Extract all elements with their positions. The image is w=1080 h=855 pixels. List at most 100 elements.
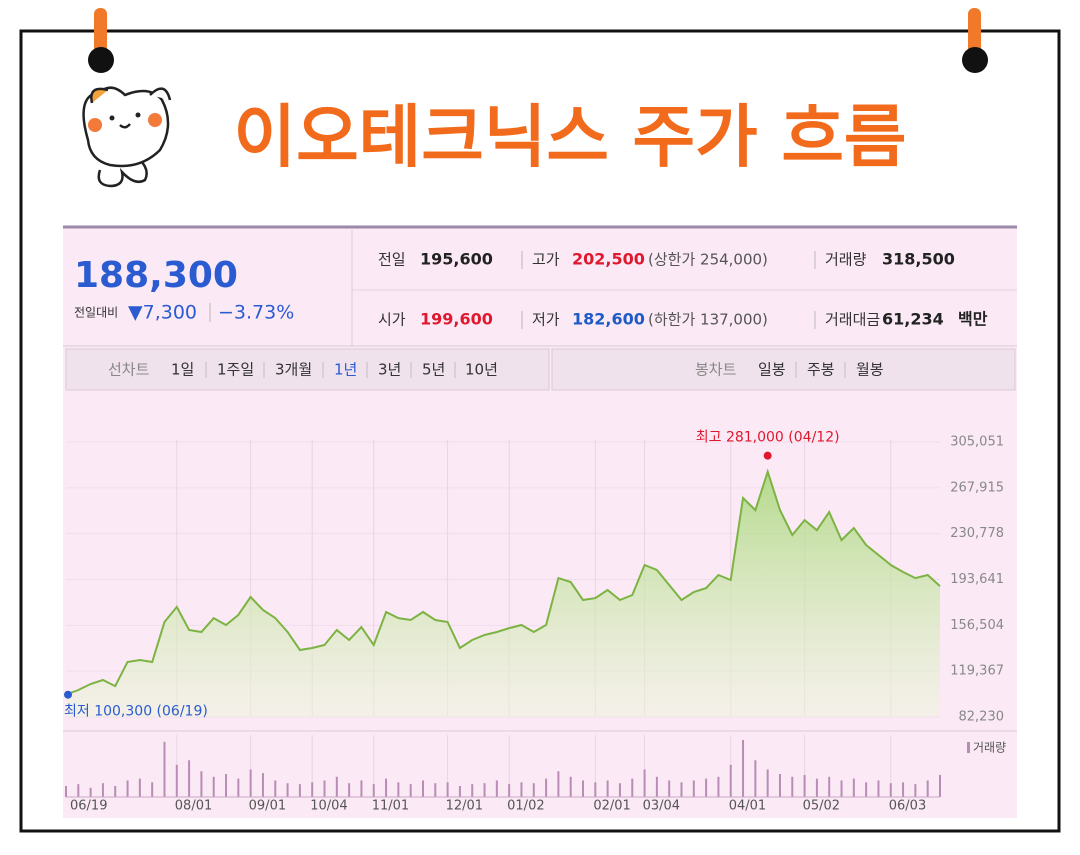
volume-bar	[298, 784, 301, 797]
change: ▼7,300	[128, 302, 197, 324]
volume-bar	[889, 783, 892, 797]
y-tick-label: 230,778	[950, 526, 1004, 541]
volume-bar	[865, 782, 868, 797]
volume-bar	[778, 774, 781, 797]
volume-bar	[409, 784, 412, 797]
volume-bar	[101, 783, 104, 797]
period-tab[interactable]: 1주일	[217, 361, 254, 379]
period-tab[interactable]: 1년	[334, 361, 357, 379]
volume-bar	[791, 776, 794, 797]
volume-bar	[803, 774, 806, 797]
item-value: 182,600	[572, 310, 645, 329]
volume-bar	[705, 778, 708, 797]
volume-bar	[643, 769, 646, 797]
x-tick-label: 12/01	[446, 799, 483, 814]
x-tick-label: 08/01	[175, 799, 212, 814]
volume-bar	[828, 776, 831, 797]
period-tab[interactable]: 3개월	[275, 361, 312, 379]
volume-bar	[286, 783, 289, 797]
y-tick-label: 267,915	[950, 480, 1004, 495]
volume-bar	[89, 787, 92, 797]
volume-bar	[618, 783, 621, 797]
period-tab[interactable]: 5년	[422, 361, 445, 379]
volume-bar	[655, 776, 658, 797]
y-tick-label: 193,641	[950, 572, 1004, 587]
volume-bar	[766, 769, 769, 797]
y-tick-label: 82,230	[959, 710, 1005, 725]
volume-bar	[126, 780, 129, 797]
candle-tab[interactable]: 월봉	[856, 361, 884, 379]
volume-bar	[668, 780, 671, 797]
volume-bar	[582, 780, 585, 797]
x-tick-label: 10/04	[310, 799, 347, 814]
item-value: 195,600	[420, 250, 493, 269]
volume-bar	[397, 782, 400, 797]
volume-bar	[114, 785, 117, 797]
change-percent: −3.73%	[218, 302, 294, 324]
period-tab[interactable]: 10년	[465, 361, 498, 379]
volume-bar	[200, 771, 203, 797]
volume-bar	[151, 782, 154, 797]
volume-bar	[914, 784, 917, 797]
item-value: 199,600	[420, 310, 493, 329]
volume-bar	[261, 773, 264, 797]
volume-bar	[77, 784, 80, 797]
x-tick-label: 05/02	[803, 799, 840, 814]
tab-separators	[205, 362, 846, 378]
tab-group-label: 선차트	[108, 361, 150, 379]
item-value: 318,500	[882, 250, 955, 269]
volume-bar	[545, 778, 548, 797]
item-label: 거래량	[825, 251, 867, 269]
volume-bar	[274, 780, 277, 797]
volume-bar	[175, 764, 178, 797]
volume-bar	[348, 783, 351, 797]
volume-bar	[65, 785, 67, 797]
period-tab[interactable]: 1일	[171, 361, 194, 379]
item-note: (상한가 254,000)	[648, 251, 768, 269]
tab-bar	[551, 348, 1016, 391]
volume-bar	[323, 780, 326, 797]
volume-bar	[372, 784, 375, 797]
x-tick-label: 06/03	[889, 799, 926, 814]
volume-bar	[237, 778, 240, 797]
item-label: 거래대금	[825, 311, 880, 329]
volume-bar	[458, 785, 461, 797]
item-label: 전일	[378, 251, 406, 269]
tab-group-label: 봉차트	[695, 361, 737, 379]
item-label: 고가	[532, 251, 560, 269]
volume-bar	[840, 780, 843, 797]
volume-bar	[692, 780, 695, 797]
volume-bar	[902, 782, 905, 797]
period-tab[interactable]: 3년	[378, 361, 401, 379]
max-label: 최고 281,000 (04/12)	[696, 430, 840, 446]
volume-bar	[508, 784, 511, 797]
volume-bar	[471, 784, 474, 797]
volume-bar	[188, 760, 191, 797]
volume-bar	[434, 783, 437, 797]
item-value: 61,234	[882, 310, 944, 329]
volume-bar	[606, 780, 609, 797]
volume-bar	[483, 783, 486, 797]
legend-swatch	[967, 742, 970, 753]
volume-bar	[311, 782, 314, 797]
volume-bar	[754, 760, 757, 797]
item-note: (하한가 137,000)	[648, 311, 768, 329]
max-marker	[763, 451, 772, 460]
x-tick-label: 06/19	[70, 799, 107, 814]
volume-bar	[138, 778, 141, 797]
volume-bar	[594, 782, 597, 797]
candle-tab[interactable]: 주봉	[807, 361, 835, 379]
change-label: 전일대비	[74, 306, 118, 320]
x-tick-label: 04/01	[729, 799, 766, 814]
volume-bar	[852, 778, 855, 797]
x-tick-label: 11/01	[372, 799, 409, 814]
area-fill	[66, 471, 940, 717]
candle-tab[interactable]: 일봉	[758, 361, 786, 379]
volume-bar	[939, 774, 941, 797]
volume-bar	[631, 778, 634, 797]
x-tick-label: 01/02	[507, 799, 544, 814]
volume-bar	[680, 782, 683, 797]
legend-label: 거래량	[973, 741, 1006, 755]
panel	[63, 226, 1017, 818]
